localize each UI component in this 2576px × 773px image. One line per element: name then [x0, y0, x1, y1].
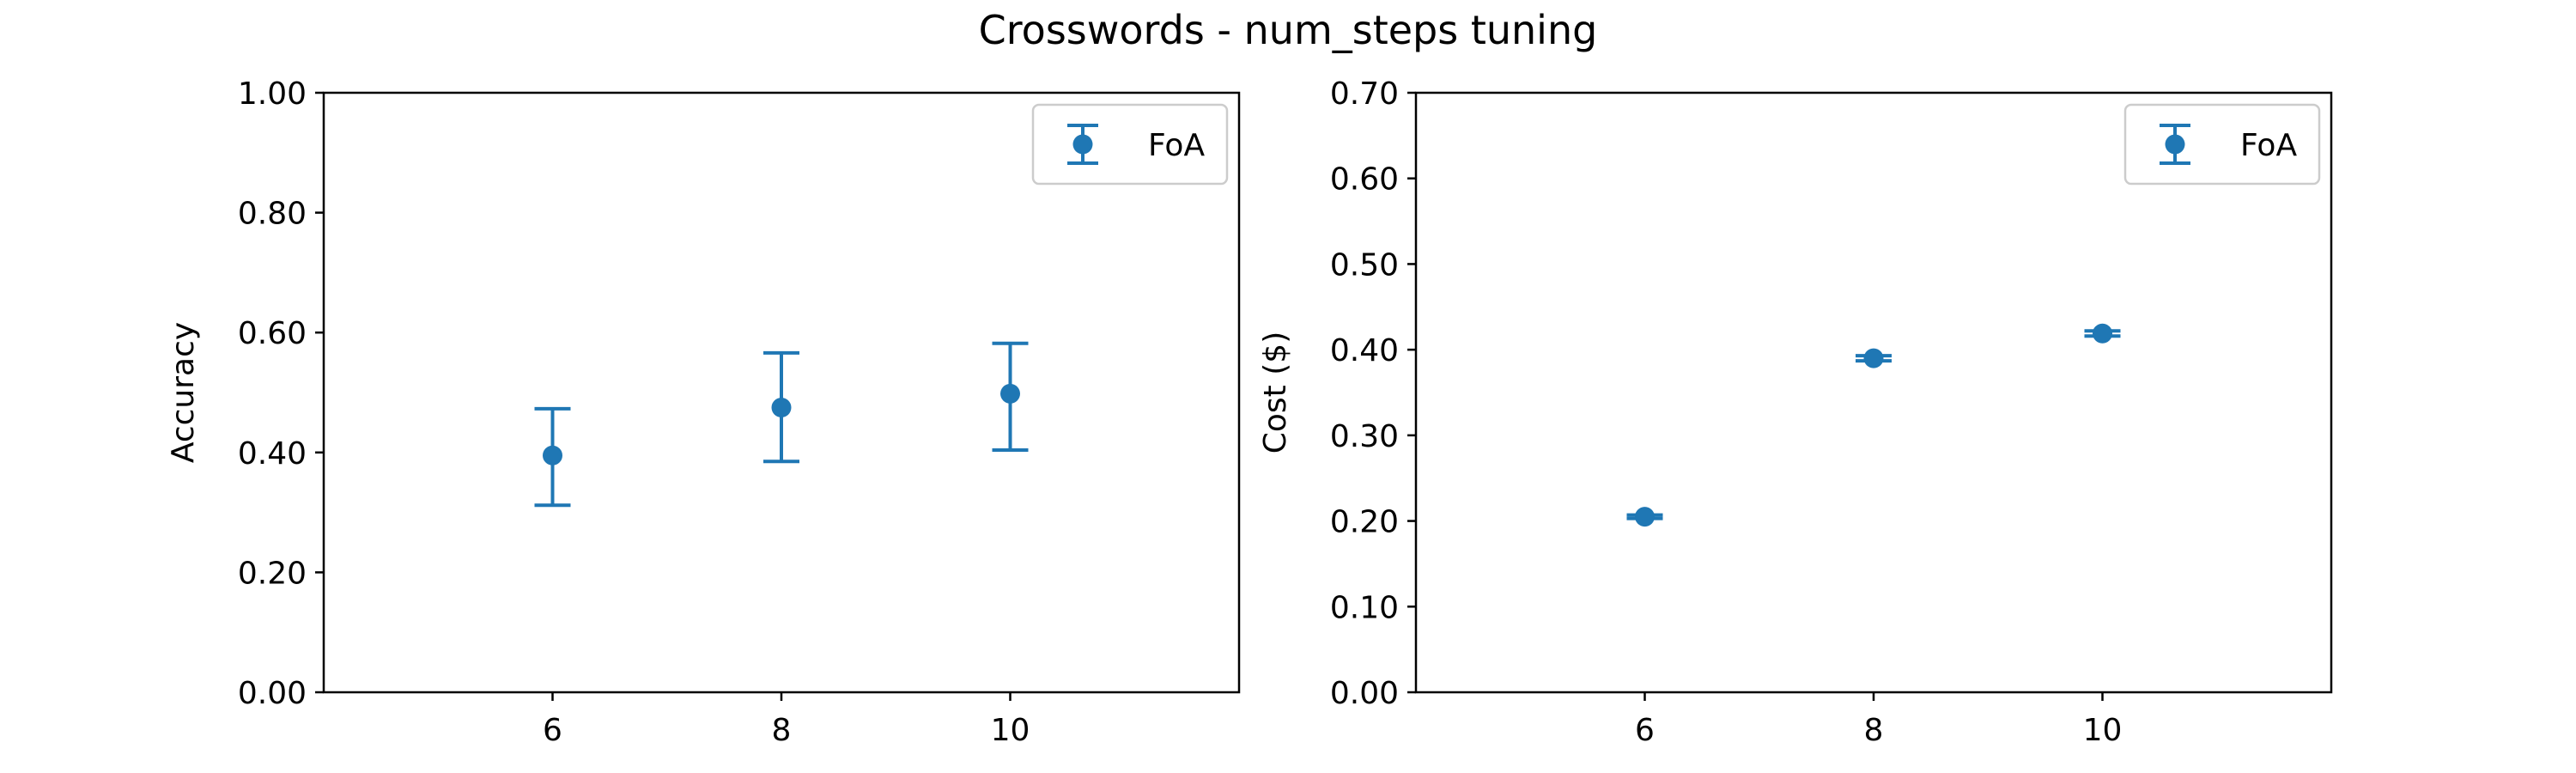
y-tick-label: 0.00	[1330, 676, 1399, 711]
x-tick-label: 8	[772, 713, 792, 748]
y-tick-label: 0.50	[1330, 247, 1399, 283]
x-tick-label: 6	[543, 713, 562, 748]
legend-label: FoA	[2240, 128, 2297, 163]
y-tick-label: 0.30	[1330, 419, 1399, 454]
y-tick-label: 0.10	[1330, 590, 1399, 625]
accuracy-panel: 0.00 0.20 0.40 0.60 0.80 1.00 6 8 10 Accuracy FoA	[166, 76, 1241, 748]
y-tick-label: 0.40	[238, 436, 307, 472]
y-tick-label: 0.60	[238, 316, 307, 351]
y-tick-label: 1.00	[238, 76, 307, 112]
figure-title: Crosswords - num_steps tuning	[978, 7, 1598, 53]
x-tick-label: 6	[1635, 713, 1655, 748]
y-tick-label: 0.00	[238, 676, 307, 711]
legend-marker	[2165, 134, 2185, 155]
y-tick-label: 0.20	[1330, 505, 1399, 540]
y-axis-label: Accuracy	[166, 322, 201, 463]
data-point	[1863, 348, 1884, 368]
y-tick-label: 0.20	[238, 556, 307, 591]
legend-label: FoA	[1148, 128, 1205, 163]
x-tick-label: 10	[2083, 713, 2123, 748]
cost-panel: 0.00 0.10 0.20 0.30 0.40 0.50 0.60 0.70 6 8 10 Cost…	[1258, 76, 2333, 748]
x-tick-label: 10	[991, 713, 1030, 748]
data-point	[2093, 323, 2112, 344]
y-tick-label: 0.60	[1330, 162, 1399, 198]
legend-marker	[1072, 134, 1093, 155]
y-tick-label: 0.70	[1330, 76, 1399, 112]
data-point	[1635, 507, 1655, 527]
y-tick-label: 0.80	[238, 197, 307, 232]
x-tick-label: 8	[1864, 713, 1884, 748]
data-point	[1000, 383, 1020, 404]
data-point	[771, 397, 792, 417]
data-point	[543, 445, 562, 466]
y-tick-label: 0.40	[1330, 333, 1399, 368]
y-axis-label: Cost ($)	[1258, 332, 1293, 453]
